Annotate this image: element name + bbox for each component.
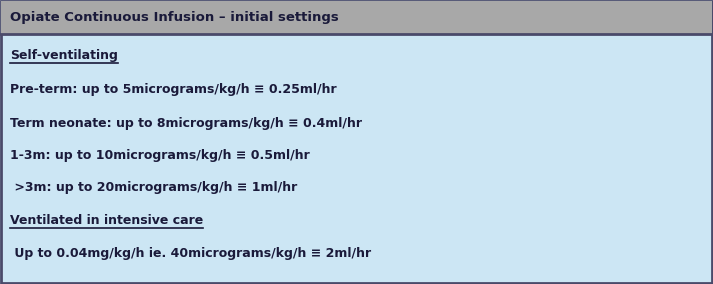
Text: Up to 0.04mg/kg/h ie. 40micrograms/kg/h ≡ 2ml/hr: Up to 0.04mg/kg/h ie. 40micrograms/kg/h … [10, 247, 371, 260]
Text: >3m: up to 20micrograms/kg/h ≡ 1ml/hr: >3m: up to 20micrograms/kg/h ≡ 1ml/hr [10, 181, 297, 195]
Bar [1, 1, 712, 34]
Text: 1-3m: up to 10micrograms/kg/h ≡ 0.5ml/hr: 1-3m: up to 10micrograms/kg/h ≡ 0.5ml/hr [10, 149, 309, 162]
Text: Pre-term: up to 5micrograms/kg/h ≡ 0.25ml/hr: Pre-term: up to 5micrograms/kg/h ≡ 0.25m… [10, 83, 337, 97]
Text: Ventilated in intensive care: Ventilated in intensive care [10, 214, 203, 227]
Text: Term neonate: up to 8micrograms/kg/h ≡ 0.4ml/hr: Term neonate: up to 8micrograms/kg/h ≡ 0… [10, 116, 362, 130]
Text: Opiate Continuous Infusion – initial settings: Opiate Continuous Infusion – initial set… [10, 11, 339, 24]
Text: Self-ventilating: Self-ventilating [10, 49, 118, 62]
